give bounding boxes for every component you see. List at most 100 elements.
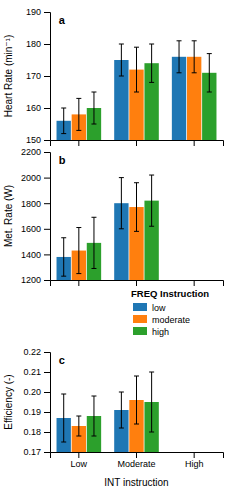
plot-area xyxy=(57,41,217,140)
y-tick: 2000 xyxy=(21,173,50,183)
x-axis xyxy=(51,280,224,286)
y-tick-mark xyxy=(44,229,50,230)
y-tick-mark xyxy=(44,280,50,281)
y-tick: 0.17 xyxy=(23,447,50,457)
y-tick-mark xyxy=(44,140,50,141)
error-bar xyxy=(192,41,197,73)
error-bar xyxy=(91,92,96,124)
x-axis: Low Moderate High xyxy=(51,452,224,469)
y-tick-mark xyxy=(44,452,50,453)
plot-area xyxy=(57,372,159,452)
x-tick: Low xyxy=(71,452,88,469)
y-tick-mark xyxy=(44,12,50,13)
y-tick-label: 0.21 xyxy=(23,367,41,377)
y-tick: 170 xyxy=(26,71,50,81)
y-tick-mark xyxy=(44,352,50,353)
panel: 150160170180190aHeart Rate (min⁻¹) xyxy=(3,7,224,146)
y-tick: 1800 xyxy=(21,199,50,209)
y-axis-title: Heart Rate (min⁻¹) xyxy=(3,35,14,118)
y-tick-label: 1600 xyxy=(21,224,41,234)
y-tick-label: 160 xyxy=(26,103,41,113)
error-bar xyxy=(119,44,124,76)
x-axis-line xyxy=(51,141,224,147)
y-tick-mark xyxy=(44,152,50,153)
x-tick-mark xyxy=(78,280,79,286)
error-bar xyxy=(149,372,154,432)
error-bar xyxy=(134,376,139,424)
x-tick-mark xyxy=(136,280,137,286)
y-tick-label: 1400 xyxy=(21,250,41,260)
x-tick-mark xyxy=(78,140,79,146)
x-tick-label: Moderate xyxy=(117,459,155,469)
y-axis: 0.17 0.18 0.19 0.20 0.21 0.22 xyxy=(23,347,50,457)
y-tick-label: 190 xyxy=(26,7,41,17)
y-tick: 180 xyxy=(26,39,50,49)
y-tick-label: 150 xyxy=(26,135,41,145)
error-bar xyxy=(119,392,124,428)
y-tick-label: 170 xyxy=(26,71,41,81)
error-bar xyxy=(91,217,96,268)
x-axis-line xyxy=(51,453,224,459)
y-tick-label: 0.20 xyxy=(23,387,41,397)
panel: 120014001600180020002200bMet. Rate (W) xyxy=(3,147,224,286)
y-tick-mark xyxy=(44,76,50,77)
error-bar xyxy=(177,41,182,73)
y-tick-mark xyxy=(44,432,50,433)
y-tick: 160 xyxy=(26,103,50,113)
x-tick-mark xyxy=(194,280,195,286)
y-tick-mark xyxy=(44,392,50,393)
x-axis xyxy=(51,140,224,146)
legend-label: low xyxy=(152,303,166,313)
panel: 0.17 0.18 0.19 0.20 0.21 0.22 Low Moderate High c… xyxy=(3,347,224,488)
panel-label: c xyxy=(59,354,65,366)
error-bar xyxy=(149,44,154,82)
y-tick-mark xyxy=(44,412,50,413)
x-tick-mark xyxy=(194,140,195,146)
legend: FREQ Instructionlowmoderatehigh xyxy=(131,288,209,337)
error-bar xyxy=(76,98,81,130)
y-tick-label: 1200 xyxy=(21,275,41,285)
y-tick-mark xyxy=(44,178,50,179)
y-axis-line xyxy=(44,353,51,453)
error-bar xyxy=(61,394,66,442)
x-axis-line xyxy=(51,281,224,287)
y-tick: 1400 xyxy=(21,250,50,260)
legend-swatch xyxy=(133,303,147,311)
error-bar xyxy=(76,228,81,274)
y-tick: 0.21 xyxy=(23,367,50,377)
y-tick-label: 0.22 xyxy=(23,347,41,357)
y-tick: 1600 xyxy=(21,224,50,234)
x-tick xyxy=(78,140,79,146)
legend-title: FREQ Instruction xyxy=(131,288,209,299)
x-tick xyxy=(78,280,79,286)
error-bar xyxy=(61,108,66,134)
y-axis: 1200 1400 1600 1800 2000 2200 xyxy=(21,147,51,285)
plot-area xyxy=(57,175,159,280)
x-tick-mark xyxy=(78,452,79,458)
x-tick: High xyxy=(185,452,204,469)
y-tick-label: 2000 xyxy=(21,173,41,183)
x-tick xyxy=(194,140,195,146)
panel-label: b xyxy=(59,154,66,166)
y-axis-line xyxy=(44,153,51,281)
error-bar xyxy=(149,175,154,226)
x-tick: Moderate xyxy=(117,452,155,469)
x-tick-label: High xyxy=(185,459,204,469)
y-tick-label: 0.18 xyxy=(23,427,41,437)
y-tick-label: 180 xyxy=(26,39,41,49)
y-tick: 150 xyxy=(26,135,50,145)
error-bar xyxy=(207,54,212,92)
y-tick-label: 0.19 xyxy=(23,407,41,417)
chart: 150160170180190aHeart Rate (min⁻¹)120014… xyxy=(0,0,231,500)
y-tick-label: 1800 xyxy=(21,199,41,209)
error-bar xyxy=(134,183,139,232)
error-bar xyxy=(91,396,96,436)
legend-label: high xyxy=(152,327,169,337)
y-tick: 2200 xyxy=(21,147,50,157)
x-tick xyxy=(136,280,137,286)
x-tick-label: Low xyxy=(71,459,88,469)
x-axis-title: INT instruction xyxy=(104,477,168,488)
y-tick-label: 0.17 xyxy=(23,447,41,457)
y-tick-mark xyxy=(44,108,50,109)
y-axis-title: Efficiency (-) xyxy=(3,374,14,429)
